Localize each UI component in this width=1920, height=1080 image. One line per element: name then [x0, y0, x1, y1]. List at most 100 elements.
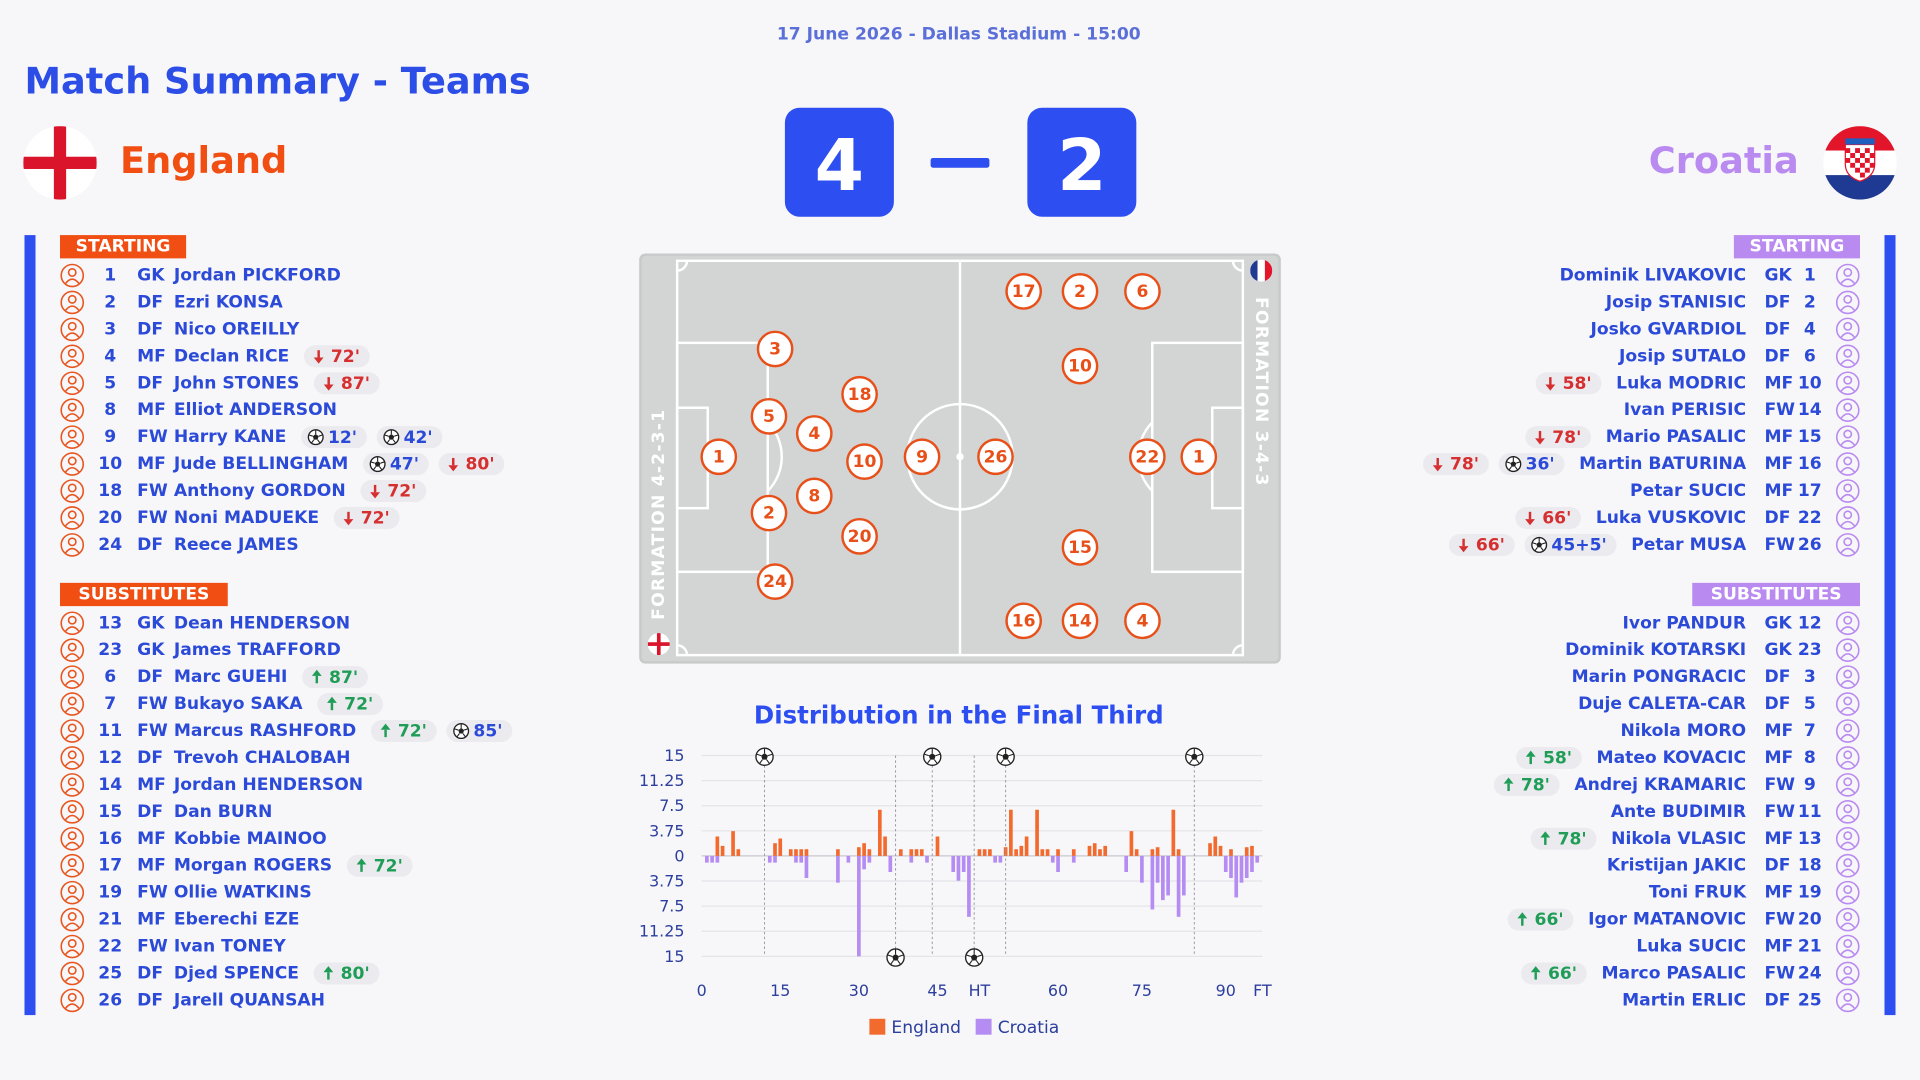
bar: [1024, 836, 1029, 856]
player-icon-head: [67, 294, 77, 304]
x-tick-label: 45: [927, 981, 947, 1000]
ball-seam: [311, 439, 315, 444]
legend-swatch: [975, 1018, 992, 1035]
ball-seam: [318, 434, 323, 437]
ball-seam: [897, 960, 901, 965]
bar: [988, 849, 992, 856]
player-position: FW: [137, 694, 168, 714]
bar: [1071, 849, 1076, 856]
ball-patch: [1536, 541, 1543, 548]
event-pill: 78': [1423, 453, 1489, 476]
pitch-player-number: 4: [808, 424, 820, 444]
bar: [1234, 855, 1239, 898]
player-number: 13: [98, 613, 122, 633]
bar: [862, 855, 866, 870]
event-time: 72': [344, 695, 373, 715]
player-icon-head: [1843, 750, 1853, 760]
player-icon-body: [64, 653, 80, 659]
player-icon-head: [1843, 456, 1853, 466]
pitch-player: [795, 477, 833, 515]
player-icon: [60, 907, 85, 932]
x-tick-label: FT: [1253, 981, 1272, 1000]
player-icon-body: [1840, 976, 1856, 982]
player-name: Morgan ROGERS: [174, 856, 332, 876]
player-name: Eberechi EZE: [174, 910, 300, 930]
player-icon-body: [1840, 278, 1856, 284]
sub-in-arrow: [356, 858, 367, 872]
ball-patch: [374, 460, 381, 467]
event-time: 66': [1542, 509, 1571, 529]
player-position: MF: [1764, 937, 1793, 957]
away-subs-label: SUBSTITUTES: [1711, 584, 1842, 604]
bar: [778, 838, 783, 856]
event-time: 78': [1558, 829, 1587, 849]
player-icon: [60, 880, 85, 905]
player-icon-ring: [1835, 746, 1860, 770]
player-icon: [1835, 961, 1860, 986]
player-position: MF: [1764, 481, 1793, 501]
player-icon: [60, 853, 85, 878]
event-time: 66': [1548, 964, 1577, 984]
player-name: Djed SPENCE: [174, 963, 299, 983]
player-name: Ollie WATKINS: [174, 883, 312, 903]
score-dash: [930, 157, 990, 168]
arrow-head: [1432, 465, 1443, 472]
player-name: Martin ERLIC: [1622, 990, 1746, 1010]
player-name: Harry KANE: [174, 427, 286, 447]
player-icon-body: [64, 413, 80, 419]
ball-seam: [462, 733, 466, 737]
bar: [710, 855, 714, 863]
y-tick-label: 15: [664, 947, 684, 966]
player-icon-ring: [60, 880, 85, 905]
player-icon-ring: [1835, 665, 1860, 689]
bar: [951, 855, 956, 872]
event-time: 78': [1521, 776, 1550, 796]
player-icon-body: [64, 1003, 80, 1009]
bar: [846, 855, 851, 863]
player-position: FW: [137, 721, 168, 741]
player-position: FW: [1764, 400, 1795, 420]
event-time: 80': [465, 455, 494, 475]
home-score-box: [784, 107, 894, 217]
bar: [857, 847, 861, 856]
player-icon-body: [1840, 733, 1856, 740]
player-number: 6: [1804, 346, 1816, 366]
goal-marker: [996, 747, 1015, 766]
player-position: MF: [137, 829, 166, 849]
player-icon-head: [67, 696, 77, 706]
player-icon-head: [1843, 723, 1853, 733]
away-subs-label-bg: [1692, 582, 1860, 607]
player-icon-head: [1843, 348, 1853, 358]
pitch-croatia-flag: [1250, 259, 1273, 282]
player-icon: [60, 611, 85, 636]
player-icon: [1835, 317, 1860, 342]
y-tick-label: 11.25: [639, 922, 685, 941]
pitch-player: [750, 397, 788, 435]
bar: [1035, 809, 1039, 856]
player-icon-ring: [60, 719, 85, 743]
event-pill: 66': [1521, 962, 1587, 985]
player-name: Jordan HENDERSON: [173, 775, 363, 795]
player-number: 13: [1798, 829, 1822, 849]
player-number: 14: [98, 775, 122, 795]
arrow-head: [327, 696, 337, 703]
bar: [836, 855, 840, 883]
player-position: GK: [137, 266, 165, 286]
player-icon: [60, 344, 85, 369]
player-position: FW: [1764, 535, 1795, 555]
player-icon-ring: [1835, 452, 1860, 476]
player-icon-head: [1843, 429, 1853, 439]
bar: [998, 855, 1003, 863]
ball-seam: [1540, 547, 1544, 551]
player-name: Jordan PICKFORD: [173, 266, 341, 286]
player-name: Marc GUEHI: [174, 667, 288, 687]
bar: [877, 809, 882, 856]
bar: [788, 849, 793, 856]
player-number: 9: [1804, 775, 1816, 795]
arrow-head: [1530, 966, 1541, 973]
player-icon-body: [1840, 653, 1856, 659]
event-pill: 66': [1515, 506, 1582, 529]
player-icon-ring: [1835, 479, 1860, 503]
event-pill-bg: [1448, 533, 1515, 556]
x-tick-label: 90: [1216, 981, 1236, 1000]
